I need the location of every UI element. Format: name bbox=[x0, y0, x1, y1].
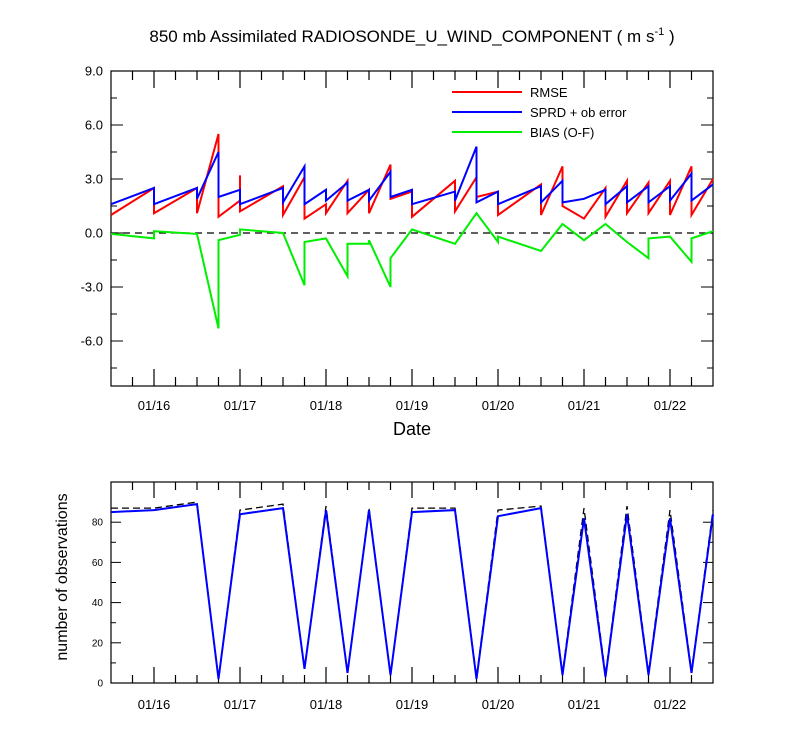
series-line-sprd-ob-error bbox=[110, 146, 714, 207]
y-tick-label: -6.0 bbox=[81, 334, 103, 349]
y-tick-label: 40 bbox=[92, 598, 104, 609]
y-tick-label: 6.0 bbox=[85, 118, 103, 133]
x-tick-label: 01/16 bbox=[138, 398, 171, 413]
title-main-text: 850 mb Assimilated RADIOSONDE_U_WIND_COM… bbox=[149, 27, 654, 46]
y-tick-label: 0.0 bbox=[85, 226, 103, 241]
top-chart-title: 850 mb Assimilated RADIOSONDE_U_WIND_COM… bbox=[149, 26, 674, 46]
series-line-bias-o-f bbox=[110, 211, 714, 329]
y-tick-label: 60 bbox=[92, 558, 104, 569]
x-tick-label: 01/19 bbox=[396, 697, 429, 712]
title-end-text: ) bbox=[664, 27, 674, 46]
legend-label: SPRD + ob error bbox=[530, 105, 627, 120]
x-tick-label: 01/18 bbox=[310, 697, 343, 712]
x-tick-label: 01/17 bbox=[224, 697, 257, 712]
y-tick-label: 20 bbox=[92, 638, 104, 649]
x-tick-label: 01/18 bbox=[310, 398, 343, 413]
y-tick-label: -3.0 bbox=[81, 280, 103, 295]
title-superscript: -1 bbox=[654, 26, 664, 38]
legend-label: BIAS (O-F) bbox=[530, 125, 594, 140]
series-line-assimilated bbox=[110, 502, 714, 680]
legend: RMSE SPRD + ob error BIAS (O-F) bbox=[452, 85, 627, 140]
top-chart: 9.0 6.0 3.0 0.0 -3.0 -6.0 01/16 01/17 01/18 01/19… bbox=[81, 64, 714, 413]
bottom-chart: 0 20 40 60 80 01/16 01/17 01/18 01/19 01/20 01/21 0… bbox=[92, 481, 714, 712]
y-tick-label: 80 bbox=[92, 518, 104, 529]
x-tick-label: 01/20 bbox=[482, 398, 515, 413]
x-tick-label: 01/22 bbox=[654, 697, 687, 712]
x-tick-label: 01/19 bbox=[396, 398, 429, 413]
y-tick-label: 9.0 bbox=[85, 64, 103, 79]
x-tick-label: 01/21 bbox=[568, 697, 601, 712]
x-tick-label: 01/20 bbox=[482, 697, 515, 712]
x-tick-label: 01/22 bbox=[654, 398, 687, 413]
legend-label: RMSE bbox=[530, 85, 568, 100]
y-tick-label: 3.0 bbox=[85, 172, 103, 187]
series-line-possible bbox=[111, 501, 714, 680]
y-tick-label: 0 bbox=[97, 679, 103, 690]
x-tick-label: 01/16 bbox=[138, 697, 171, 712]
bottom-y-axis-label: number of observations bbox=[54, 493, 71, 660]
x-tick-label: 01/21 bbox=[568, 398, 601, 413]
x-tick-label: 01/17 bbox=[224, 398, 257, 413]
top-x-axis-label: Date bbox=[393, 419, 431, 439]
series-line-rmse bbox=[110, 133, 714, 221]
